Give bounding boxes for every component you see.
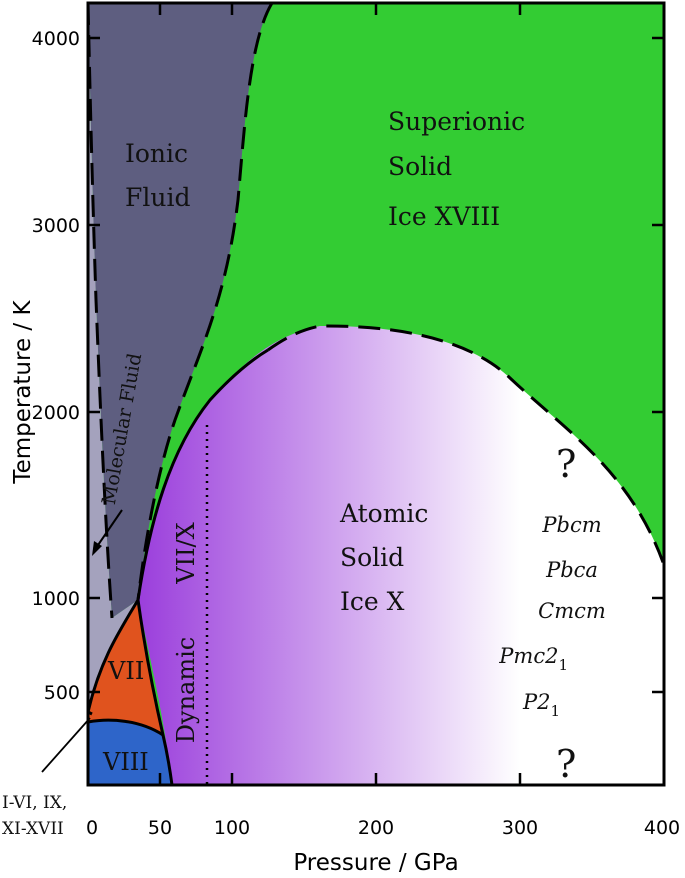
atomic-solid-label: Atomic [339,499,428,528]
atomic-solid-label: Ice X [340,587,405,616]
ice-vii-region [88,600,163,735]
ionic-superionic-boundary [136,3,274,601]
y-tick-label: 500 [44,682,80,704]
y-tick-label: 2000 [32,402,80,424]
y-axis-title: Temperature / K [10,300,36,485]
x-ticks [158,3,522,785]
ionic-fluid-region [88,3,272,618]
ice-viii-region [88,720,172,785]
y-tick-label: 1000 [32,588,80,610]
vii-x-label: VII/X [172,522,200,584]
molecular-fluid-arrow [92,509,123,556]
ice-vii-label: VII [107,657,144,685]
space-group-label: Pbcm [541,513,601,537]
molecular-ionic-boundary [88,3,114,619]
ionic-fluid-label: Fluid [125,183,190,212]
superionic-label: Superionic [388,107,525,136]
atomic-solid-melting-line [136,348,269,601]
space-group-label: Pmc21 [498,644,568,674]
ionic-fluid-label: Ionic [125,139,188,168]
low-ices-label: XI-XVII [2,819,64,839]
space-group-label: P21 [522,690,560,720]
low-ices-pointer [41,717,91,773]
dynamic-label: Dynamic [172,637,200,743]
y-ticks [88,36,664,694]
superionic-label: Solid [388,152,452,181]
vii-melting-line [88,599,140,713]
x-axis-title: Pressure / GPa [293,850,458,876]
x-tick-label: 400 [644,817,680,839]
x-tick-label: 50 [148,817,172,839]
superionic-label: Ice XVIII [388,202,500,231]
x-tick-label: 300 [502,817,538,839]
y-tick-label: 3000 [32,215,80,237]
space-group-label: Cmcm [538,599,606,623]
x-tick-label: 200 [358,817,394,839]
low-ices-label: I-VI, IX, [2,793,67,813]
x-tick-label: 100 [214,817,250,839]
unknown-high-temp-mark: ? [556,442,576,486]
atomic-solid-region [138,325,664,785]
viii-vii-boundary [88,718,164,737]
y-tick-label: 4000 [32,28,80,50]
space-group-label: Pbca [545,558,598,582]
superionic-boundary [267,324,664,566]
vii-x-boundary [136,599,174,785]
unknown-low-temp-mark: ? [556,742,576,786]
ice-viii-label: VIII [102,748,149,776]
x-tick-label: 0 [86,817,98,839]
atomic-solid-label: Solid [340,543,404,572]
